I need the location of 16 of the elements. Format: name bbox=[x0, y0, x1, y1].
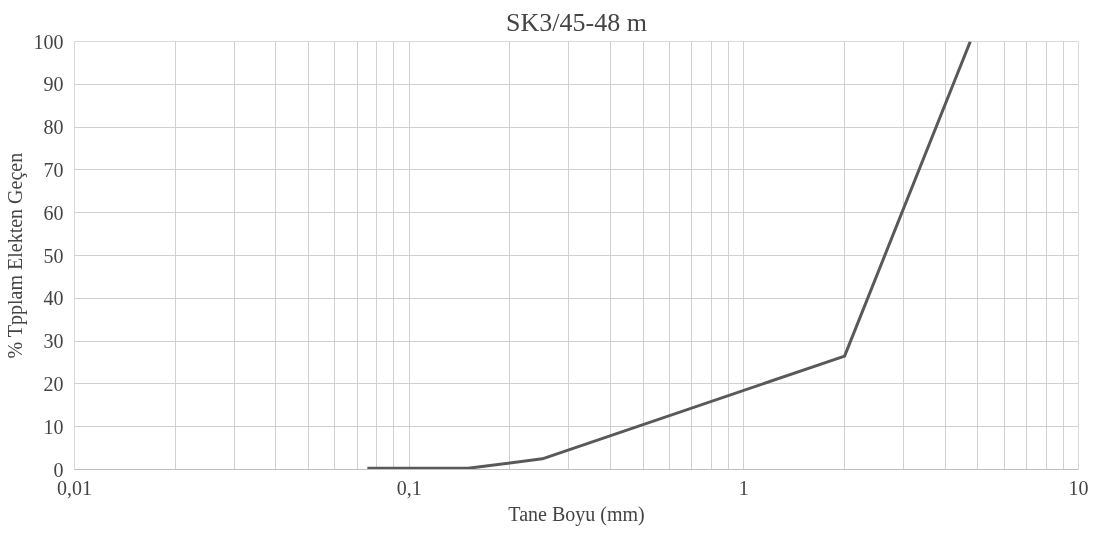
x-tick-label: 10 bbox=[1068, 476, 1089, 499]
x-axis-title: Tane Boyu (mm) bbox=[508, 502, 645, 526]
chart-title: SK3/45-48 m bbox=[506, 7, 647, 37]
y-axis-title: % Tpplam Elekten Geçen bbox=[3, 152, 27, 359]
y-tick-label: 60 bbox=[43, 201, 64, 224]
x-tick-label: 0,1 bbox=[396, 476, 422, 499]
y-tick-label: 90 bbox=[43, 73, 64, 96]
y-tick-label: 20 bbox=[43, 372, 64, 395]
y-tick-label: 50 bbox=[43, 244, 64, 267]
y-tick-label: 80 bbox=[43, 116, 64, 139]
y-tick-label: 30 bbox=[43, 330, 64, 353]
y-tick-label: 70 bbox=[43, 158, 64, 181]
x-tick-label: 1 bbox=[738, 476, 749, 499]
y-tick-label: 10 bbox=[43, 415, 64, 438]
y-tick-label: 100 bbox=[33, 30, 64, 53]
y-tick-label: 40 bbox=[43, 287, 64, 310]
